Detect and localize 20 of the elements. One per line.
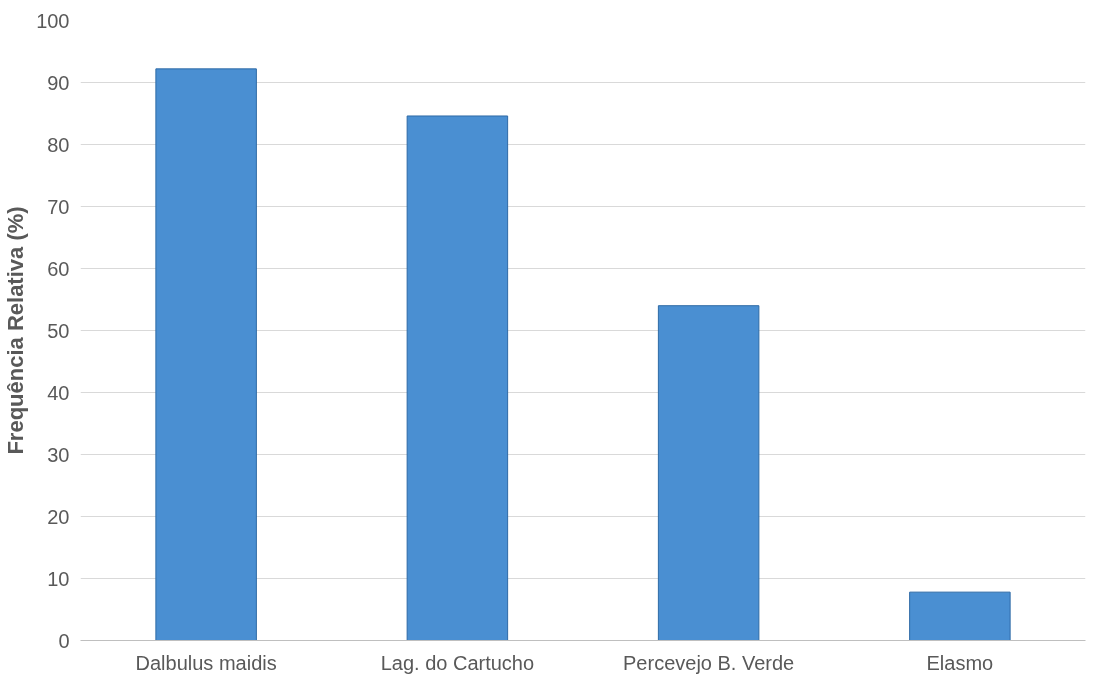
y-tick-label: 30 bbox=[47, 443, 70, 466]
y-tick-label: 10 bbox=[47, 567, 70, 590]
y-tick-label: 60 bbox=[47, 257, 70, 280]
y-tick-label: 70 bbox=[47, 195, 70, 218]
y-axis-title: Frequência Relativa (%) bbox=[3, 206, 29, 455]
x-tick-label: Dalbulus maidis bbox=[135, 651, 277, 674]
y-tick-label: 100 bbox=[36, 9, 70, 32]
y-tick-label: 80 bbox=[47, 133, 70, 156]
y-tick-label: 20 bbox=[47, 505, 70, 528]
y-tick-label: 50 bbox=[47, 319, 70, 342]
bar bbox=[155, 68, 257, 641]
y-tick-label: 90 bbox=[47, 71, 70, 94]
x-tick-label: Elasmo bbox=[926, 651, 994, 674]
x-tick-label: Percevejo B. Verde bbox=[623, 651, 795, 674]
bar bbox=[406, 115, 509, 641]
x-tick-label: Lag. do Cartucho bbox=[380, 651, 535, 674]
y-tick-label: 0 bbox=[58, 629, 70, 652]
bar bbox=[909, 591, 1011, 641]
bar bbox=[657, 305, 760, 641]
y-tick-label: 40 bbox=[47, 381, 70, 404]
